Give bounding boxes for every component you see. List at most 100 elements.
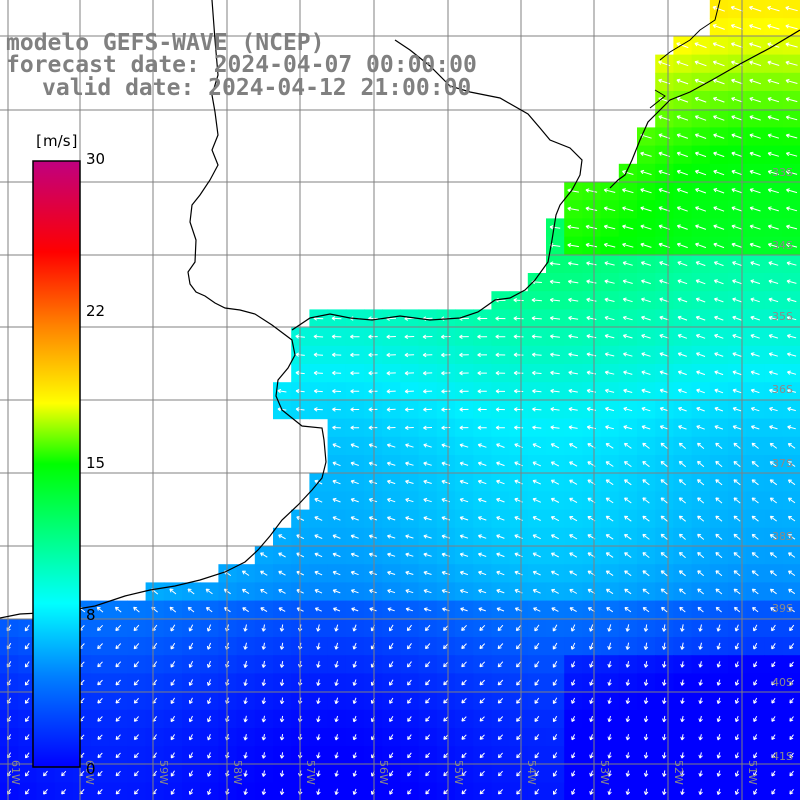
wind-arrow [787,534,796,540]
wind-arrow [97,624,104,631]
wind-arrow [569,570,578,576]
wind-arrow [478,570,487,576]
wind-arrow [188,697,193,705]
wind-arrow [188,770,193,777]
wind-arrow [659,261,670,266]
longitude-label: 52W [672,760,685,785]
longitude-label: 56W [377,760,390,785]
wind-arrow [170,715,176,723]
wind-arrow [624,515,632,522]
wind-arrow [586,334,597,339]
wind-arrow [714,315,724,321]
wind-arrow [479,679,485,686]
wind-arrow [368,497,378,503]
wind-arrow [459,534,469,539]
wind-arrow [350,516,359,521]
wind-arrow [731,151,743,158]
wind-arrow [479,770,485,777]
wind-arrow [477,443,487,448]
wind-arrow [753,697,758,704]
wind-arrow [623,461,632,468]
wind-arrow [568,388,578,394]
wind-arrow [552,679,558,686]
wind-arrow [495,407,505,412]
wind-arrow [133,606,140,613]
wind-arrow [331,334,342,339]
wind-arrow [734,770,740,777]
wind-arrow [532,388,542,394]
latitude-label: 39S [772,602,793,615]
wind-arrow [786,352,797,357]
wind-arrow [677,370,687,376]
wind-arrow [732,315,742,321]
wind-arrow [569,497,578,504]
wind-arrow [513,297,524,303]
wind-arrow [622,224,634,230]
wind-arrow [585,206,598,211]
wind-arrow [441,352,451,358]
wind-arrow [569,516,578,522]
wind-arrow [133,752,139,759]
wind-arrow [714,406,724,412]
wind-arrow [386,443,396,448]
wind-arrow [643,715,649,723]
wind-arrow [586,297,597,303]
wind-arrow [676,206,688,212]
wind-arrow [662,697,667,705]
wind-arrow [134,788,139,795]
wind-arrow [332,443,341,448]
wind-arrow [532,407,542,412]
wind-arrow [605,497,614,504]
wind-arrow [785,115,798,121]
wind-arrow [314,497,323,503]
latitude-label: 33S [772,166,793,179]
wind-arrow [730,24,744,30]
wind-arrow [642,588,650,595]
wind-arrow [604,352,615,357]
wind-arrow [679,606,686,613]
wind-arrow [97,734,103,740]
wind-arrow [589,788,594,795]
wind-arrow [532,534,541,540]
wind-arrow [387,552,396,557]
wind-arrow [571,752,576,759]
wind-arrow [769,406,778,412]
wind-arrow [24,661,30,668]
wind-arrow [406,624,412,632]
wind-arrow [589,697,594,704]
wind-arrow [622,279,633,284]
wind-arrow [422,334,433,340]
wind-arrow [625,642,630,650]
wind-arrow [569,534,578,540]
wind-arrow [789,661,794,668]
wind-arrow [495,352,506,358]
wind-arrow [642,442,650,449]
wind-arrow [569,461,578,467]
wind-arrow [441,443,451,448]
wind-arrow [314,589,323,594]
wind-arrow [767,24,780,30]
wind-arrow [750,297,760,303]
wind-arrow [423,479,432,485]
wind-arrow [313,388,323,394]
wind-arrow [133,679,140,686]
wind-arrow [589,715,594,723]
longitude-label: 59W [157,760,170,785]
wind-arrow [622,297,633,303]
model-title: modelo GEFS-WAVE (NCEP) [6,30,325,56]
wind-arrow [495,334,506,339]
wind-arrow [771,770,776,777]
wind-arrow [716,697,721,704]
wind-arrow [352,661,357,668]
wind-arrow [678,460,687,468]
wind-arrow [712,60,725,67]
wind-arrow [243,679,248,687]
wind-arrow [497,734,504,740]
wind-arrow [715,460,723,468]
wind-arrow [352,715,357,723]
wind-arrow [607,734,612,741]
latitude-label: 38S [772,530,793,543]
wind-arrow [387,516,396,521]
wind-arrow [389,770,394,777]
wind-arrow [424,624,431,632]
